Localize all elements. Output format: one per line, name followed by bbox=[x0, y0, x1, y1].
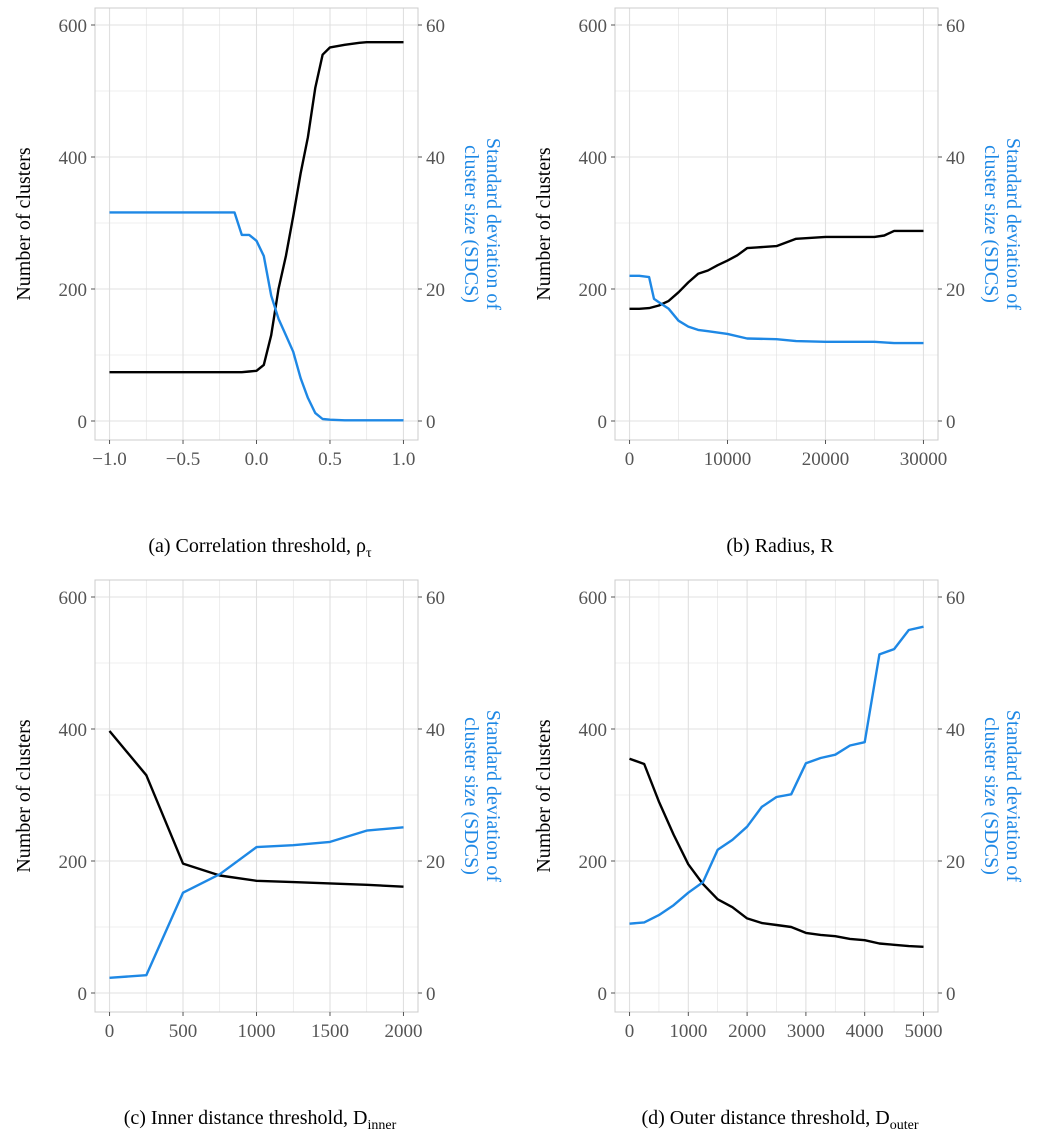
x-tick-label: 0 bbox=[625, 449, 635, 470]
x-tick-label: 20000 bbox=[802, 449, 850, 470]
x-tick-label: −0.5 bbox=[166, 449, 200, 470]
x-tick-label: 0.5 bbox=[318, 449, 342, 470]
y-left-tick-label: 400 bbox=[59, 148, 88, 169]
x-tick-label: 30000 bbox=[900, 449, 948, 470]
x-tick-label: 2000 bbox=[384, 1021, 422, 1042]
panel-c: 0 500 1000 1500 2000 0 200 400 600 0 20 40 60 Number … bbox=[0, 572, 520, 1144]
x-tick-label: 0 bbox=[625, 1021, 635, 1042]
x-tick-label: 10000 bbox=[704, 449, 752, 470]
y-left-tick-label: 400 bbox=[579, 148, 608, 169]
x-tick-label: 5000 bbox=[904, 1021, 942, 1042]
chart-b: 0 10000 20000 30000 0 200 400 600 0 20 40 60 Number … bbox=[533, 7, 1024, 470]
y-right-axis-title-line1: Standard deviation of bbox=[1002, 138, 1024, 311]
x-tick-label: 500 bbox=[169, 1021, 198, 1042]
x-tick-label: 0.0 bbox=[245, 449, 269, 470]
y-left-tick-label: 0 bbox=[78, 412, 88, 433]
y-right-tick-label: 40 bbox=[946, 720, 965, 741]
y-left-tick-label: 0 bbox=[598, 412, 608, 433]
series-line-clusters bbox=[629, 757, 924, 948]
y-left-tick-label: 600 bbox=[579, 16, 608, 37]
y-left-axis-title: Number of clusters bbox=[533, 147, 555, 301]
y-left-tick-label: 0 bbox=[78, 984, 88, 1005]
plot-frame bbox=[614, 579, 939, 1013]
caption-a: (a) Correlation threshold, ρτ bbox=[148, 535, 372, 561]
y-right-tick-label: 0 bbox=[946, 412, 956, 433]
y-right-axis-title-line1: Standard deviation of bbox=[482, 138, 504, 311]
series-line-clusters bbox=[108, 730, 404, 888]
plot-frame bbox=[614, 7, 939, 441]
chart-d: 0 1000 2000 3000 4000 500002004006000204060Nu… bbox=[533, 579, 1024, 1042]
x-tick-label: 4000 bbox=[846, 1021, 884, 1042]
y-left-axis-title: Number of clusters bbox=[13, 147, 35, 301]
y-right-tick-label: 20 bbox=[946, 852, 965, 873]
y-right-tick-label: 60 bbox=[946, 588, 965, 609]
y-right-axis-title-line2: cluster size (SDCS) bbox=[460, 145, 482, 303]
series-line-sdcs bbox=[109, 826, 404, 979]
y-right-tick-label: 0 bbox=[426, 412, 436, 433]
chart-c: 0 500 1000 1500 200002004006000204060Number … bbox=[13, 579, 504, 1042]
y-right-axis-title-line2: cluster size (SDCS) bbox=[980, 145, 1002, 303]
x-tick-label: 0 bbox=[105, 1021, 115, 1042]
plot-area: 0 10000 20000 30000 0 200 400 600 0 20 40 60 Number … bbox=[533, 7, 1024, 470]
series-line-clusters bbox=[629, 229, 924, 310]
y-left-axis-title: Number of clusters bbox=[13, 719, 35, 873]
y-right-tick-label: 40 bbox=[946, 148, 965, 169]
y-left-axis-title: Number of clusters bbox=[533, 719, 555, 873]
y-right-axis-title-line2: cluster size (SDCS) bbox=[980, 717, 1002, 875]
x-tick-label: 2000 bbox=[728, 1021, 766, 1042]
caption-d: (d) Outer distance threshold, Douter bbox=[641, 1107, 919, 1133]
series-line-clusters bbox=[109, 41, 404, 374]
x-tick-label: 1.0 bbox=[392, 449, 416, 470]
panel-b: 0 10000 20000 30000 0 200 400 600 0 20 40 60 Number … bbox=[520, 0, 1040, 572]
y-right-tick-label: 40 bbox=[426, 148, 445, 169]
series-line-sdcs bbox=[629, 625, 924, 925]
y-right-tick-label: 60 bbox=[426, 16, 445, 37]
y-left-tick-label: 400 bbox=[59, 720, 88, 741]
plot-area: 0 1000 2000 3000 4000 500002004006000204060Nu… bbox=[533, 579, 1024, 1042]
y-right-tick-label: 0 bbox=[426, 984, 436, 1005]
y-right-tick-label: 20 bbox=[946, 280, 965, 301]
y-right-axis-title-line2: cluster size (SDCS) bbox=[460, 717, 482, 875]
y-left-tick-label: 600 bbox=[579, 588, 608, 609]
y-left-tick-label: 0 bbox=[598, 984, 608, 1005]
y-left-tick-label: 400 bbox=[579, 720, 608, 741]
y-right-tick-label: 20 bbox=[426, 280, 445, 301]
caption-b: (b) Radius, R bbox=[726, 535, 834, 557]
y-left-tick-label: 200 bbox=[59, 852, 88, 873]
x-tick-label: 1000 bbox=[238, 1021, 276, 1042]
panel-a: −1.0 −0.5 0.0 0.5 1.0 0 200 400 600 0 20 40 60 Number… bbox=[0, 0, 520, 572]
y-right-axis-title-line1: Standard deviation of bbox=[482, 710, 504, 883]
caption-c: (c) Inner distance threshold, Dinner bbox=[123, 1107, 397, 1133]
x-tick-label: 1500 bbox=[311, 1021, 349, 1042]
plot-area: −1.0 −0.5 0.0 0.5 1.0 0 200 400 600 0 20 40 60 Number… bbox=[13, 7, 504, 470]
x-tick-label: 3000 bbox=[787, 1021, 825, 1042]
y-left-tick-label: 200 bbox=[579, 852, 608, 873]
y-left-tick-label: 600 bbox=[59, 16, 88, 37]
y-right-tick-label: 20 bbox=[426, 852, 445, 873]
y-right-tick-label: 40 bbox=[426, 720, 445, 741]
y-right-axis-title-line1: Standard deviation of bbox=[1002, 710, 1024, 883]
panel-d: 0 1000 2000 3000 4000 5000 0 200 400 600 0 20 40 60 Nu… bbox=[520, 572, 1040, 1144]
x-tick-label: 1000 bbox=[669, 1021, 707, 1042]
y-left-tick-label: 200 bbox=[59, 280, 88, 301]
y-right-tick-label: 0 bbox=[946, 984, 956, 1005]
plot-area: 0 500 1000 1500 200002004006000204060Number … bbox=[13, 579, 504, 1042]
y-left-tick-label: 600 bbox=[59, 588, 88, 609]
y-left-tick-label: 200 bbox=[579, 280, 608, 301]
x-tick-label: −1.0 bbox=[92, 449, 126, 470]
series-line-sdcs bbox=[109, 211, 404, 422]
y-right-tick-label: 60 bbox=[426, 588, 445, 609]
chart-a: −1.0 −0.5 0.0 0.5 1.0 0 200 400 600 0 20 40 60 Number… bbox=[13, 7, 504, 470]
y-right-tick-label: 60 bbox=[946, 16, 965, 37]
series-line-sdcs bbox=[629, 274, 924, 345]
